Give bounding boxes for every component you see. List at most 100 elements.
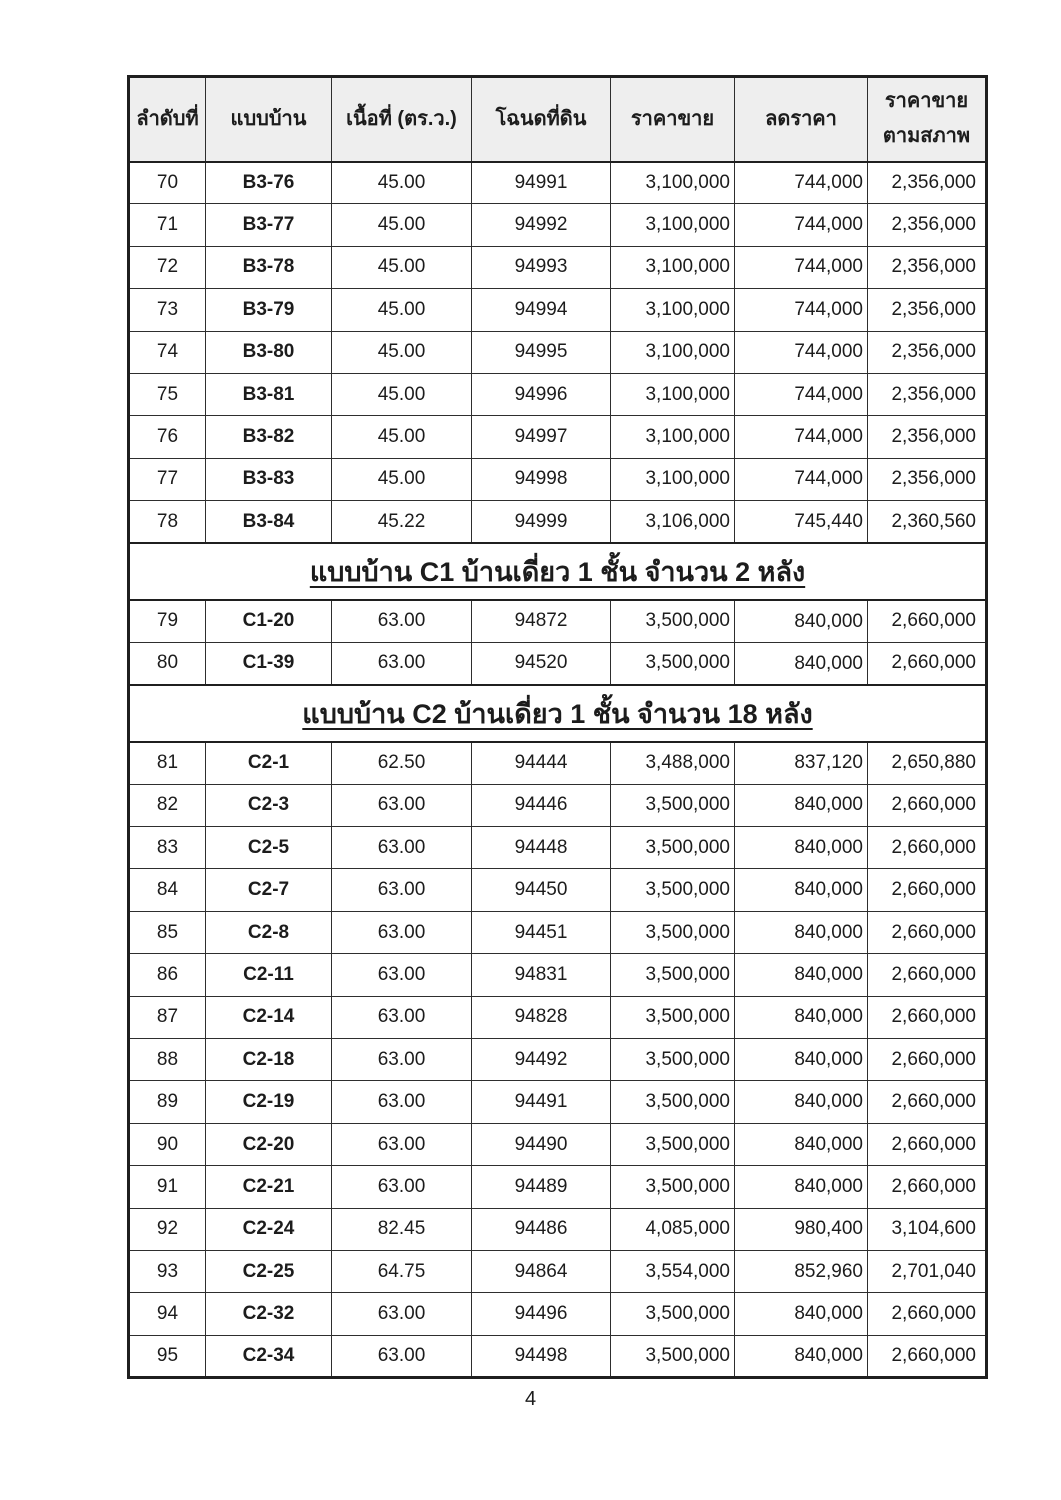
cell-discount: 744,000	[734, 457, 868, 502]
cell-price: 3,500,000	[610, 995, 735, 1040]
table-row: 70 B3-76 45.00 94991 3,100,000 744,000 2,356,0…	[128, 160, 987, 205]
section-row: แบบบ้าน C2 บ้านเดี่ยว 1 ชั้น จำนวน 18 หล…	[128, 683, 987, 743]
cell-index: 81	[128, 741, 206, 785]
cell-discount: 840,000	[734, 995, 868, 1040]
cell-deed: 94490	[471, 1122, 611, 1167]
cell-index: 74	[128, 330, 206, 374]
cell-net-price: 2,660,000	[867, 1080, 987, 1124]
cell-discount: 837,120	[734, 741, 868, 785]
cell-price: 3,500,000	[610, 1122, 735, 1167]
table-row: 93 C2-25 64.75 94864 3,554,000 852,960 2,701,0…	[128, 1249, 987, 1294]
cell-index: 80	[128, 641, 206, 686]
cell-net-price: 2,356,000	[867, 330, 987, 374]
cell-net-price: 2,660,000	[867, 1122, 987, 1167]
cell-area: 63.00	[331, 783, 472, 828]
cell-model: C2-11	[205, 953, 332, 997]
cell-price: 3,500,000	[610, 783, 735, 828]
cell-discount: 840,000	[734, 1038, 868, 1082]
cell-price: 3,100,000	[610, 203, 735, 247]
table-body: 70 B3-76 45.00 94991 3,100,000 744,000 2,356,0…	[128, 160, 987, 1379]
cell-index: 83	[128, 826, 206, 870]
cell-model: B3-78	[205, 245, 332, 290]
cell-price: 3,500,000	[610, 1038, 735, 1082]
cell-deed: 94496	[471, 1292, 611, 1336]
table-row: 79 C1-20 63.00 94872 3,500,000 840,000 2,660,0…	[128, 599, 987, 643]
cell-model: B3-76	[205, 160, 332, 205]
cell-deed: 94492	[471, 1038, 611, 1082]
cell-deed: 94995	[471, 330, 611, 374]
section-title: แบบบ้าน C2 บ้านเดี่ยว 1 ชั้น จำนวน 18 หล…	[128, 683, 987, 743]
cell-index: 94	[128, 1292, 206, 1336]
cell-price: 3,500,000	[610, 910, 735, 955]
cell-discount: 744,000	[734, 330, 868, 374]
cell-index: 79	[128, 599, 206, 643]
column-header-deed: โฉนดที่ดิน	[471, 76, 611, 163]
cell-net-price: 2,356,000	[867, 203, 987, 247]
cell-net-price: 3,104,600	[867, 1207, 987, 1251]
cell-price: 3,500,000	[610, 826, 735, 870]
cell-price: 3,100,000	[610, 160, 735, 205]
cell-net-price: 2,356,000	[867, 372, 987, 417]
cell-area: 63.00	[331, 1080, 472, 1124]
cell-area: 45.00	[331, 415, 472, 459]
cell-index: 85	[128, 910, 206, 955]
cell-area: 63.00	[331, 1038, 472, 1082]
cell-model: B3-84	[205, 500, 332, 544]
cell-price: 3,100,000	[610, 245, 735, 290]
cell-index: 91	[128, 1165, 206, 1209]
cell-deed: 94831	[471, 953, 611, 997]
cell-price: 3,500,000	[610, 868, 735, 912]
cell-deed: 94520	[471, 641, 611, 686]
table-row: 87 C2-14 63.00 94828 3,500,000 840,000 2,660,0…	[128, 995, 987, 1040]
column-header-line: ลำดับที่	[136, 107, 199, 130]
column-header-line: แบบบ้าน	[230, 107, 307, 130]
cell-discount: 840,000	[734, 1334, 868, 1379]
cell-net-price: 2,701,040	[867, 1249, 987, 1294]
cell-discount: 744,000	[734, 372, 868, 417]
cell-index: 72	[128, 245, 206, 290]
cell-discount: 744,000	[734, 160, 868, 205]
table-row: 94 C2-32 63.00 94496 3,500,000 840,000 2,660,0…	[128, 1292, 987, 1336]
column-header-net-price: ราคาขาย ตามสภาพ	[867, 76, 987, 163]
column-header-line: ราคาขาย	[630, 107, 715, 130]
cell-area: 45.00	[331, 160, 472, 205]
table-row: 76 B3-82 45.00 94997 3,100,000 744,000 2,356,0…	[128, 415, 987, 459]
cell-net-price: 2,356,000	[867, 245, 987, 290]
section-title-text: แบบบ้าน C1 บ้านเดี่ยว 1 ชั้น จำนวน 2 หลั…	[309, 557, 806, 588]
cell-area: 82.45	[331, 1207, 472, 1251]
cell-model: C2-1	[205, 741, 332, 785]
cell-area: 63.00	[331, 1334, 472, 1379]
cell-deed: 94446	[471, 783, 611, 828]
cell-model: C2-21	[205, 1165, 332, 1209]
table-row: 92 C2-24 82.45 94486 4,085,000 980,400 3,104,6…	[128, 1207, 987, 1251]
cell-discount: 840,000	[734, 953, 868, 997]
table-header: ลำดับที่ แบบบ้าน เนื้อที่ (ตร.ว.) โฉนดที่ดิ…	[128, 76, 987, 163]
cell-net-price: 2,660,000	[867, 910, 987, 955]
cell-index: 70	[128, 160, 206, 205]
cell-net-price: 2,660,000	[867, 599, 987, 643]
cell-discount: 840,000	[734, 783, 868, 828]
cell-area: 63.00	[331, 1165, 472, 1209]
cell-deed: 94997	[471, 415, 611, 459]
table-row: 88 C2-18 63.00 94492 3,500,000 840,000 2,660,0…	[128, 1038, 987, 1082]
cell-area: 45.00	[331, 203, 472, 247]
cell-index: 87	[128, 995, 206, 1040]
cell-discount: 744,000	[734, 203, 868, 247]
cell-price: 3,500,000	[610, 1334, 735, 1379]
cell-index: 95	[128, 1334, 206, 1379]
cell-index: 90	[128, 1122, 206, 1167]
table-row: 90 C2-20 63.00 94490 3,500,000 840,000 2,660,0…	[128, 1122, 987, 1167]
cell-index: 93	[128, 1249, 206, 1294]
cell-net-price: 2,660,000	[867, 1165, 987, 1209]
cell-net-price: 2,660,000	[867, 783, 987, 828]
cell-model: C1-39	[205, 641, 332, 686]
cell-area: 63.00	[331, 599, 472, 643]
table-row: 71 B3-77 45.00 94992 3,100,000 744,000 2,356,0…	[128, 203, 987, 247]
section-title-text: แบบบ้าน C2 บ้านเดี่ยว 1 ชั้น จำนวน 18 หล…	[302, 698, 813, 729]
price-table: ลำดับที่ แบบบ้าน เนื้อที่ (ตร.ว.) โฉนดที่ดิ…	[127, 75, 988, 1380]
cell-deed: 94993	[471, 245, 611, 290]
column-header-line: โฉนดที่ดิน	[495, 107, 587, 130]
cell-deed: 94991	[471, 160, 611, 205]
cell-index: 88	[128, 1038, 206, 1082]
table-row: 74 B3-80 45.00 94995 3,100,000 744,000 2,356,0…	[128, 330, 987, 374]
